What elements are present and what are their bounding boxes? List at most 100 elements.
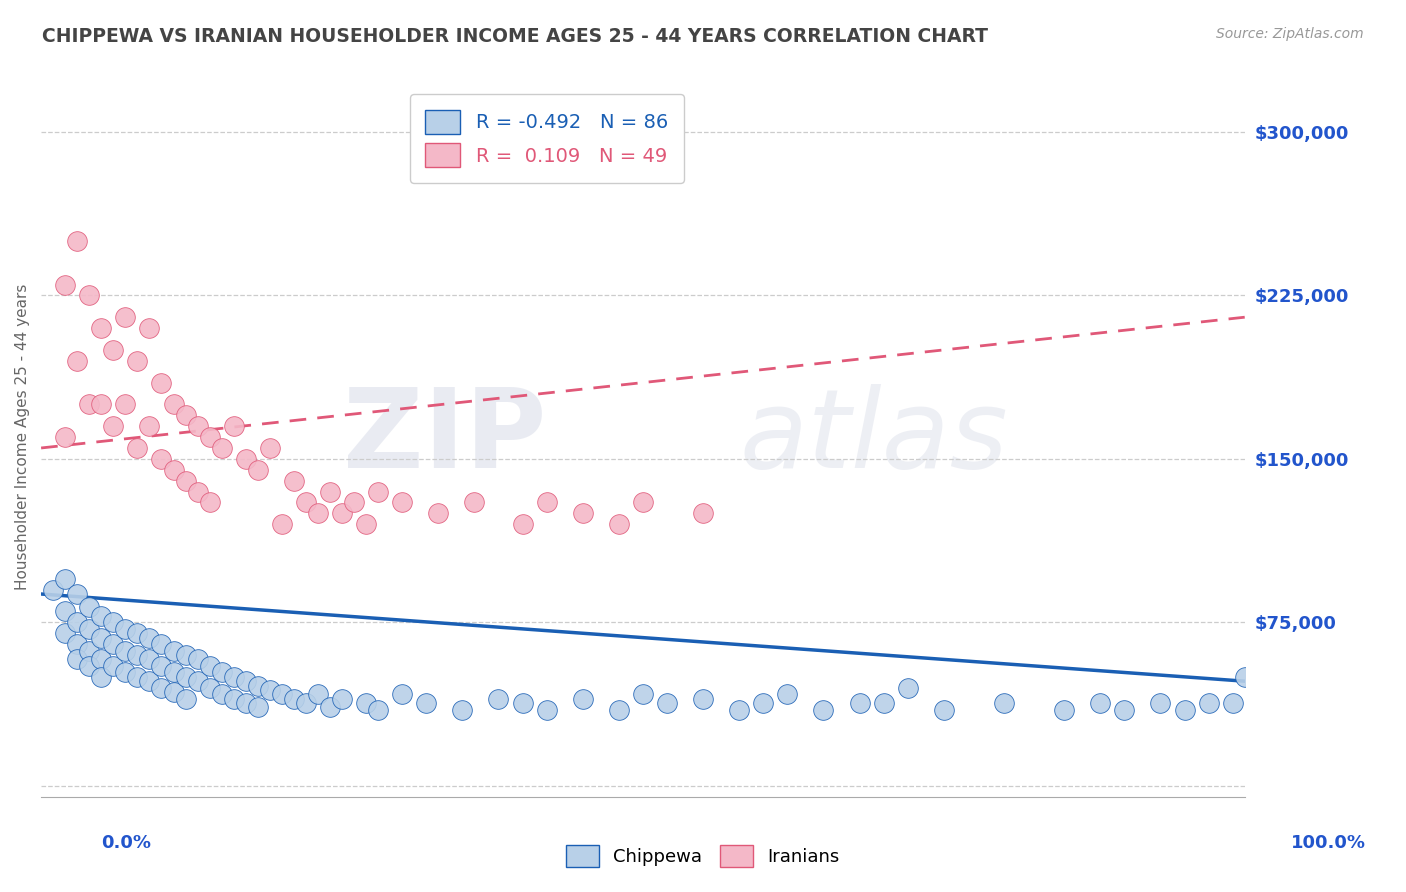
Point xyxy=(295,696,318,710)
Point xyxy=(354,517,377,532)
Point xyxy=(187,652,209,666)
Point xyxy=(607,517,630,532)
Point xyxy=(127,648,149,662)
Point xyxy=(343,495,366,509)
Point xyxy=(53,626,76,640)
Point xyxy=(53,277,76,292)
Point xyxy=(103,343,125,357)
Point xyxy=(211,441,233,455)
Point xyxy=(571,691,593,706)
Point xyxy=(1233,670,1256,684)
Point xyxy=(150,376,173,390)
Y-axis label: Householder Income Ages 25 - 44 years: Householder Income Ages 25 - 44 years xyxy=(15,284,30,591)
Point xyxy=(162,685,184,699)
Point xyxy=(932,702,955,716)
Point xyxy=(77,659,100,673)
Point xyxy=(222,670,245,684)
Point xyxy=(174,670,197,684)
Point xyxy=(270,517,292,532)
Point xyxy=(127,626,149,640)
Point xyxy=(174,691,197,706)
Point xyxy=(1149,696,1171,710)
Text: Source: ZipAtlas.com: Source: ZipAtlas.com xyxy=(1216,27,1364,41)
Point xyxy=(391,495,413,509)
Point xyxy=(150,451,173,466)
Point xyxy=(53,604,76,618)
Point xyxy=(127,353,149,368)
Point xyxy=(692,507,714,521)
Point xyxy=(1222,696,1244,710)
Point xyxy=(246,700,269,714)
Point xyxy=(53,430,76,444)
Point xyxy=(66,652,89,666)
Point xyxy=(90,397,112,411)
Point xyxy=(1198,696,1220,710)
Point xyxy=(897,681,920,695)
Point xyxy=(138,674,160,689)
Point xyxy=(415,696,437,710)
Point xyxy=(283,691,305,706)
Point xyxy=(198,495,221,509)
Legend: Chippewa, Iranians: Chippewa, Iranians xyxy=(560,838,846,874)
Point xyxy=(367,702,389,716)
Point xyxy=(77,288,100,302)
Point xyxy=(103,419,125,434)
Point xyxy=(354,696,377,710)
Point xyxy=(114,622,136,636)
Point xyxy=(114,643,136,657)
Point xyxy=(1173,702,1195,716)
Point xyxy=(728,702,751,716)
Point xyxy=(246,463,269,477)
Point xyxy=(77,643,100,657)
Point xyxy=(114,310,136,325)
Point xyxy=(174,648,197,662)
Point xyxy=(90,631,112,645)
Point xyxy=(330,507,353,521)
Point xyxy=(77,622,100,636)
Point xyxy=(187,674,209,689)
Text: atlas: atlas xyxy=(740,384,1008,491)
Point xyxy=(391,687,413,701)
Point xyxy=(776,687,799,701)
Point xyxy=(138,321,160,335)
Point xyxy=(198,659,221,673)
Point xyxy=(198,430,221,444)
Point xyxy=(103,637,125,651)
Point xyxy=(259,441,281,455)
Point xyxy=(90,670,112,684)
Point xyxy=(162,397,184,411)
Point xyxy=(631,687,654,701)
Point xyxy=(451,702,474,716)
Point xyxy=(187,419,209,434)
Point xyxy=(235,674,257,689)
Text: 0.0%: 0.0% xyxy=(101,834,152,852)
Point xyxy=(150,637,173,651)
Point xyxy=(66,353,89,368)
Point xyxy=(66,615,89,630)
Point xyxy=(90,652,112,666)
Point xyxy=(330,691,353,706)
Point xyxy=(138,631,160,645)
Point xyxy=(512,517,534,532)
Point xyxy=(283,474,305,488)
Point xyxy=(1053,702,1076,716)
Point xyxy=(42,582,65,597)
Point xyxy=(211,665,233,680)
Point xyxy=(235,696,257,710)
Point xyxy=(536,702,558,716)
Point xyxy=(222,419,245,434)
Point xyxy=(103,615,125,630)
Point xyxy=(222,691,245,706)
Point xyxy=(198,681,221,695)
Point xyxy=(114,665,136,680)
Point xyxy=(211,687,233,701)
Point xyxy=(655,696,678,710)
Point xyxy=(1114,702,1136,716)
Point xyxy=(174,409,197,423)
Text: ZIP: ZIP xyxy=(343,384,547,491)
Point xyxy=(259,682,281,697)
Point xyxy=(307,507,329,521)
Point xyxy=(174,474,197,488)
Point xyxy=(427,507,450,521)
Legend: R = -0.492   N = 86, R =  0.109   N = 49: R = -0.492 N = 86, R = 0.109 N = 49 xyxy=(409,95,683,183)
